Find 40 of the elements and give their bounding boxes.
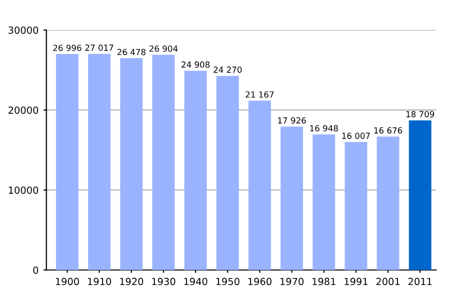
- data-label: 17 926: [278, 117, 306, 124]
- data-label: 24 270: [214, 66, 242, 73]
- data-label: 18 709: [406, 111, 434, 118]
- data-label: 24 908: [182, 61, 210, 68]
- x-tick-label: 1900: [56, 278, 79, 286]
- bar: [184, 70, 207, 270]
- y-tick-label: 20000: [8, 106, 38, 114]
- bar: [280, 126, 304, 270]
- y-tick-label: 30000: [8, 26, 38, 34]
- x-tick-label: 2011: [408, 278, 432, 286]
- data-label: 26 904: [150, 45, 178, 52]
- x-tick-label: 1981: [312, 278, 336, 286]
- x-tick-label: 1920: [120, 278, 144, 286]
- data-label: 21 167: [246, 91, 274, 98]
- bar: [344, 142, 368, 270]
- x-tick-label: 1970: [280, 278, 304, 286]
- y-tick-label: 10000: [8, 186, 38, 194]
- x-tick-label: 1910: [88, 278, 112, 286]
- x-tick-label: 1991: [344, 278, 368, 286]
- data-label: 16 676: [374, 127, 402, 134]
- bar: [248, 100, 271, 270]
- bar: [376, 136, 400, 270]
- x-tick-label: 1950: [216, 278, 240, 286]
- x-tick-label: 1940: [184, 278, 208, 286]
- bar: [56, 54, 78, 270]
- x-tick-label: 1960: [248, 278, 272, 286]
- data-label: 26 996: [53, 44, 82, 52]
- bar: [120, 58, 143, 270]
- bar: [312, 134, 336, 270]
- data-label: 16 007: [342, 132, 370, 139]
- bar: [152, 54, 175, 270]
- data-label: 16 948: [310, 125, 338, 132]
- x-tick-label: 2001: [376, 278, 400, 286]
- data-label: 27 017: [85, 44, 114, 51]
- x-tick-label: 1930: [152, 278, 176, 286]
- bar: [408, 120, 432, 270]
- data-label: 26 478: [117, 48, 146, 56]
- y-tick-label: 0: [33, 266, 38, 274]
- bar: [88, 54, 111, 270]
- bar: [216, 76, 239, 270]
